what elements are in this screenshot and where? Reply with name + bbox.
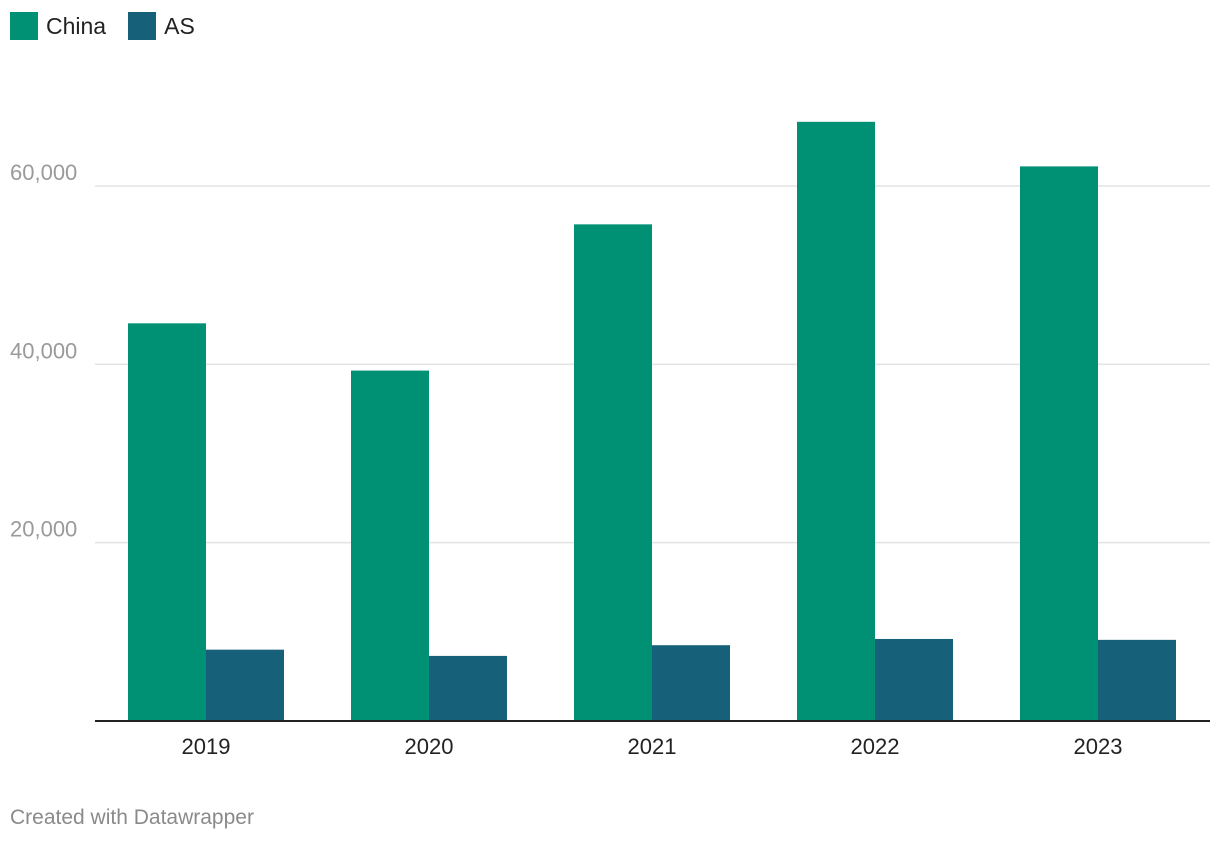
bar-china-2019	[128, 323, 206, 721]
bar-as-2019	[206, 649, 284, 721]
x-tick-label-2021: 2021	[628, 734, 677, 759]
x-tick-label-2023: 2023	[1074, 734, 1123, 759]
footer-credit: Created with Datawrapper	[10, 806, 254, 829]
legend-item-as: AS	[128, 12, 195, 40]
legend-item-china: China	[10, 12, 106, 40]
bar-china-2023	[1020, 166, 1098, 722]
legend-swatch-as	[128, 12, 157, 40]
bar-china-2020	[351, 370, 429, 721]
bar-china-2022	[797, 121, 875, 722]
bar-china-2021	[574, 224, 652, 721]
x-tick-label-2020: 2020	[405, 734, 454, 759]
y-tick-label: 60,000	[10, 160, 77, 185]
y-tick-label: 20,000	[10, 517, 77, 542]
bar-as-2023	[1098, 639, 1176, 721]
y-tick-label: 40,000	[10, 338, 77, 363]
bar-as-2021	[652, 645, 730, 721]
bar-as-2022	[875, 638, 953, 721]
legend-label-china: China	[46, 12, 107, 39]
x-tick-label-2019: 2019	[182, 734, 231, 759]
chart-legend: China AS	[10, 12, 195, 40]
bar-as-2020	[429, 655, 507, 721]
x-tick-label-2022: 2022	[851, 734, 900, 759]
legend-label-as: AS	[164, 12, 195, 39]
legend-swatch-china	[10, 12, 38, 40]
